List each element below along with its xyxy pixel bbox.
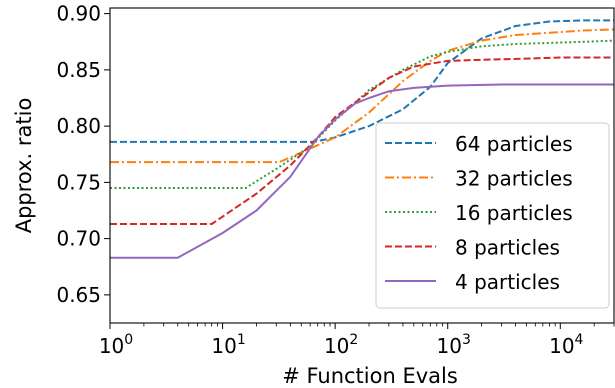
ticks-layer: 0.65 0.70 0.75 0.80 0.85 0.90 100 101 102 103 104: [56, 2, 615, 358]
y-axis-label: Approx. ratio: [12, 98, 36, 234]
series-layer: [110, 19, 614, 259]
y-tick-label: 0.90: [56, 2, 101, 26]
x-tick-label: 100: [99, 332, 133, 358]
legend: 64 particles 32 particles 16 particles 8 pa…: [375, 122, 610, 309]
y-tick-label: 0.85: [56, 58, 101, 82]
series-line-2: [110, 39, 614, 189]
legend-box: [375, 122, 610, 309]
x-tick-label: 103: [437, 332, 471, 358]
legend-label-4: 4 particles: [455, 270, 560, 294]
legend-label-2: 16 particles: [455, 201, 573, 225]
legend-label-0: 64 particles: [455, 132, 573, 156]
series-line-1: [110, 28, 614, 164]
legend-label-1: 32 particles: [455, 167, 573, 191]
series-line-4: [110, 83, 614, 259]
x-tick-label: 104: [549, 332, 583, 358]
axes-frame: [109, 7, 615, 324]
x-tick-label: 102: [324, 332, 358, 358]
y-tick-label: 0.80: [56, 114, 101, 138]
y-tick-label: 0.70: [56, 227, 101, 251]
legend-label-3: 8 particles: [455, 236, 560, 260]
y-tick-label: 0.75: [56, 170, 101, 194]
x-axis-label: # Function Evals: [282, 364, 458, 388]
series-line-3: [110, 56, 614, 225]
x-tick-label: 101: [211, 332, 245, 358]
y-tick-label: 0.65: [56, 283, 101, 307]
